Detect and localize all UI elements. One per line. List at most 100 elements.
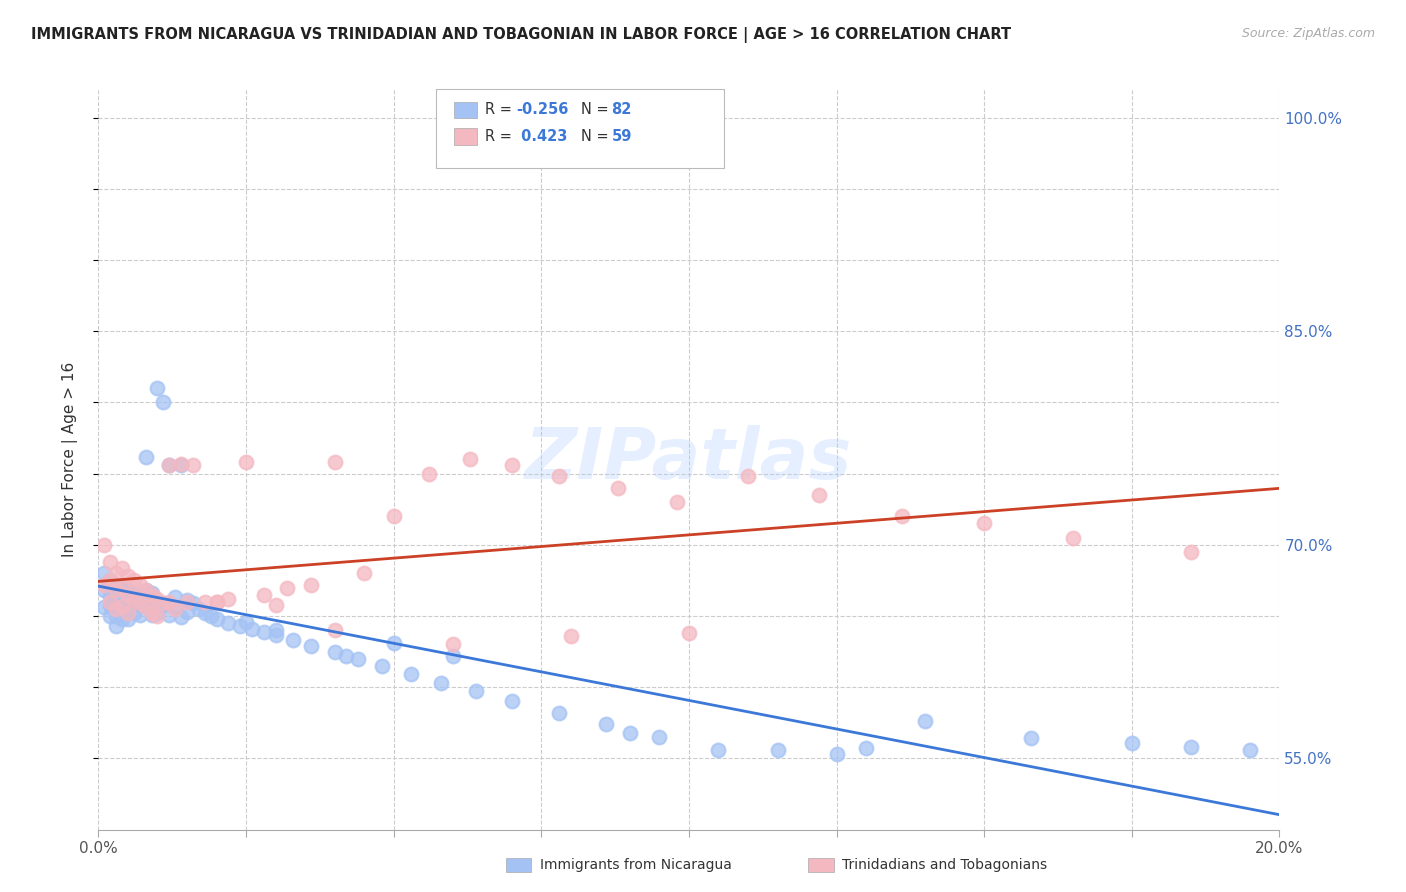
Point (141, 598, 163, 612)
Point (176, 605, 198, 619)
Point (157, 607, 180, 622)
Point (276, 581, 298, 595)
Point (93, 600, 115, 615)
Point (501, 694, 523, 708)
Point (93, 566, 115, 581)
Text: -0.256: -0.256 (516, 103, 568, 117)
Point (157, 458, 180, 472)
Point (548, 469, 571, 483)
Point (205, 595, 228, 609)
Point (200, 609, 222, 624)
Point (141, 586, 163, 600)
Point (176, 593, 198, 607)
Point (117, 583, 139, 598)
Point (128, 596, 150, 610)
Point (93, 583, 115, 598)
Point (98, 598, 121, 612)
Point (98, 574, 121, 588)
Point (117, 588, 139, 602)
Point (181, 458, 204, 472)
Point (98, 595, 121, 609)
Point (264, 624, 287, 638)
Point (607, 481, 630, 495)
Point (299, 577, 322, 591)
Text: Source: ZipAtlas.com: Source: ZipAtlas.com (1241, 27, 1375, 40)
Point (105, 588, 128, 602)
Point (105, 577, 128, 591)
Point (648, 730, 671, 744)
Point (914, 714, 936, 729)
Point (111, 612, 134, 626)
Point (382, 636, 405, 650)
Point (128, 577, 150, 591)
Point (152, 598, 174, 612)
Point (157, 458, 180, 472)
Point (371, 658, 394, 673)
Point (1121, 736, 1143, 750)
Point (170, 610, 193, 624)
Point (187, 602, 209, 616)
Point (141, 588, 163, 602)
Point (253, 624, 276, 639)
Point (240, 622, 263, 636)
Point (807, 488, 830, 502)
Point (152, 395, 174, 409)
Point (1062, 531, 1084, 545)
Point (460, 452, 482, 467)
Point (855, 741, 877, 756)
Point (353, 566, 375, 581)
Text: 0.423: 0.423 (516, 129, 568, 144)
Y-axis label: In Labor Force | Age > 16: In Labor Force | Age > 16 (62, 362, 77, 557)
Point (135, 600, 157, 615)
Text: R =: R = (485, 129, 516, 144)
Point (165, 602, 187, 616)
Point (176, 595, 198, 609)
Text: N =: N = (581, 103, 613, 117)
Point (217, 591, 239, 606)
Point (98, 609, 121, 624)
Point (98, 555, 121, 569)
Point (595, 717, 617, 731)
Point (135, 450, 157, 464)
Point (117, 593, 139, 607)
Point (766, 743, 789, 757)
Point (418, 467, 440, 481)
Point (441, 637, 464, 651)
Point (105, 609, 128, 624)
Point (117, 606, 139, 620)
Point (146, 606, 169, 620)
Point (128, 607, 150, 622)
Point (117, 603, 139, 617)
Point (117, 569, 139, 583)
Point (382, 509, 405, 524)
Point (678, 626, 700, 640)
Text: Immigrants from Nicaragua: Immigrants from Nicaragua (540, 858, 731, 872)
Text: 59: 59 (612, 129, 631, 144)
Point (217, 616, 239, 631)
Point (235, 455, 257, 469)
Point (619, 725, 641, 739)
Point (264, 627, 287, 641)
Point (323, 624, 346, 638)
Text: ZIPatlas: ZIPatlas (526, 425, 852, 494)
Point (152, 596, 174, 610)
Point (93, 577, 115, 591)
Point (194, 595, 217, 609)
Point (264, 598, 287, 612)
Point (135, 595, 157, 609)
Point (105, 583, 128, 598)
Point (111, 581, 134, 595)
Point (122, 606, 145, 620)
Point (323, 455, 346, 469)
Point (165, 600, 187, 615)
Point (128, 598, 150, 612)
Point (98, 574, 121, 588)
Point (430, 676, 453, 690)
Point (170, 458, 193, 472)
Point (105, 598, 128, 612)
Point (146, 609, 169, 624)
Point (401, 667, 423, 681)
Point (141, 607, 163, 622)
Point (122, 591, 145, 606)
Point (98, 589, 121, 603)
